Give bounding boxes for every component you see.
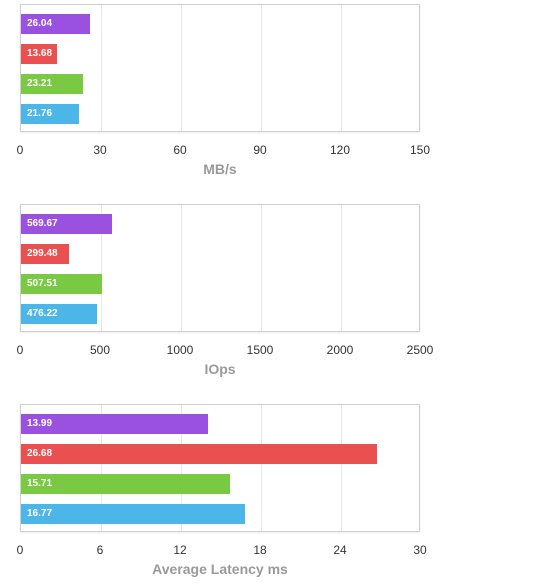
x-tick-label: 0 [16, 543, 24, 557]
bar: 569.67 [21, 214, 113, 234]
x-tick-label: 6 [96, 543, 104, 557]
x-tick-label: 0 [16, 343, 24, 357]
gridline [261, 205, 262, 331]
gridline [101, 205, 102, 331]
bar: 15.71 [21, 474, 231, 494]
bar: 26.04 [21, 14, 91, 34]
x-axis-title: IOps [204, 361, 236, 377]
gridline [101, 5, 102, 131]
bar-value-label: 16.77 [27, 508, 53, 519]
x-tick-label: 90 [253, 143, 267, 157]
gridline [341, 205, 342, 331]
bar-value-label: 26.04 [27, 18, 53, 29]
bar-value-label: 26.68 [27, 448, 53, 459]
gridline [341, 5, 342, 131]
bar: 26.68 [21, 444, 377, 464]
gridline [181, 205, 182, 331]
bar: 299.48 [21, 244, 69, 264]
x-tick-label: 1000 [166, 343, 194, 357]
x-tick-label: 0 [16, 143, 24, 157]
x-tick-label: 2500 [406, 343, 434, 357]
x-tick-label: 500 [89, 343, 111, 357]
bar: 507.51 [21, 274, 103, 294]
x-axis-title: MB/s [203, 161, 237, 177]
plot-area: 13.99 26.68 15.71 16.77 [20, 404, 420, 532]
x-tick-label: 30 [413, 543, 427, 557]
bar-value-label: 569.67 [27, 218, 58, 229]
x-tick-label: 24 [333, 543, 347, 557]
chart-panel-mbps: 26.04 13.68 23.21 21.76 0 30 60 90 120 150 MB/s [0, 4, 560, 184]
bar: 476.22 [21, 304, 98, 324]
bar: 16.77 [21, 504, 245, 524]
chart-panel-latency: 13.99 26.68 15.71 16.77 0 6 12 18 24 30 Average La… [0, 404, 560, 584]
bar: 13.68 [21, 44, 58, 64]
bar: 23.21 [21, 74, 83, 94]
x-tick-label: 150 [409, 143, 431, 157]
bar-value-label: 476.22 [27, 308, 58, 319]
gridline [181, 5, 182, 131]
plot-area: 569.67 299.48 507.51 476.22 [20, 204, 420, 332]
x-tick-label: 120 [329, 143, 351, 157]
bar-value-label: 13.68 [27, 48, 53, 59]
x-axis-title: Average Latency ms [152, 561, 288, 577]
x-tick-label: 18 [253, 543, 267, 557]
gridline [101, 405, 102, 531]
bar-value-label: 23.21 [27, 78, 53, 89]
x-tick-label: 60 [173, 143, 187, 157]
x-tick-label: 12 [173, 543, 187, 557]
bar-value-label: 299.48 [27, 248, 58, 259]
bar-value-label: 15.71 [27, 478, 53, 489]
bar-value-label: 13.99 [27, 418, 53, 429]
gridline [181, 405, 182, 531]
x-tick-label: 2000 [326, 343, 354, 357]
plot-area: 26.04 13.68 23.21 21.76 [20, 4, 420, 132]
x-tick-label: 30 [93, 143, 107, 157]
bar-value-label: 21.76 [27, 108, 53, 119]
gridline [261, 405, 262, 531]
gridline [341, 405, 342, 531]
bar: 13.99 [21, 414, 208, 434]
x-tick-label: 1500 [246, 343, 274, 357]
chart-panel-iops: 569.67 299.48 507.51 476.22 0 500 1000 1500 2000… [0, 204, 560, 384]
gridline [261, 5, 262, 131]
bar-value-label: 507.51 [27, 278, 58, 289]
bar: 21.76 [21, 104, 80, 124]
